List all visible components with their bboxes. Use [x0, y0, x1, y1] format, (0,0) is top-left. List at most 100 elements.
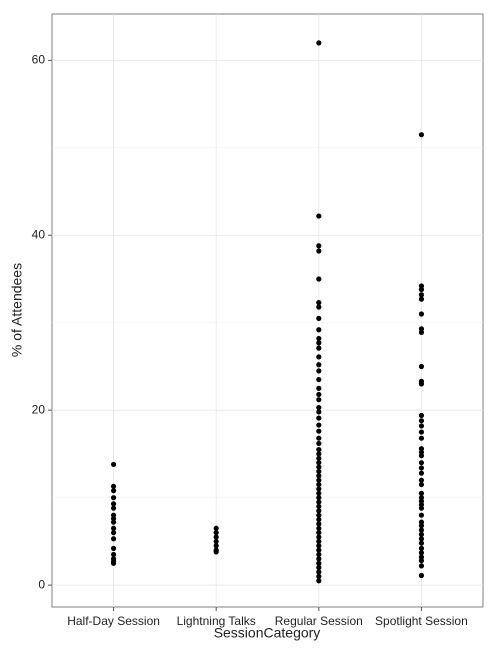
- point: [110, 483, 117, 489]
- point: [418, 545, 425, 551]
- point: [110, 525, 117, 531]
- point: [110, 530, 117, 536]
- point: [316, 499, 322, 505]
- point: [316, 525, 322, 531]
- y-tick-label: 40: [32, 227, 46, 241]
- point: [316, 521, 322, 527]
- point: [316, 490, 322, 496]
- point: [316, 460, 322, 466]
- point: [316, 468, 322, 475]
- point: [418, 329, 425, 335]
- point: [316, 547, 322, 553]
- point: [316, 213, 322, 219]
- point: [316, 327, 322, 333]
- point: [110, 495, 117, 501]
- point: [316, 40, 322, 46]
- point: [316, 415, 322, 421]
- point: [418, 460, 425, 466]
- point: [316, 516, 322, 523]
- point: [316, 362, 322, 368]
- point: [316, 530, 322, 536]
- point: [110, 545, 117, 551]
- point: [213, 525, 219, 531]
- point: [418, 481, 425, 488]
- point: [316, 243, 322, 249]
- point: [316, 335, 322, 342]
- point: [316, 477, 322, 483]
- point: [213, 530, 219, 536]
- point: [110, 519, 117, 525]
- point: [418, 363, 425, 370]
- point: [418, 563, 425, 569]
- y-tick-label: 60: [32, 53, 46, 67]
- point: [316, 481, 322, 488]
- point: [316, 573, 322, 579]
- point: [316, 512, 322, 518]
- x-tick-label: Lightning Talks: [177, 614, 256, 628]
- point: [418, 527, 425, 533]
- point: [316, 556, 322, 562]
- point: [418, 423, 425, 429]
- x-tick-label: Spotlight Session: [375, 614, 468, 628]
- point: [213, 538, 219, 545]
- point: [418, 550, 425, 556]
- point: [213, 534, 219, 540]
- point: [316, 345, 322, 351]
- point: [418, 311, 425, 317]
- point: [316, 340, 322, 346]
- point: [316, 315, 322, 321]
- point: [316, 385, 322, 391]
- point: [316, 428, 322, 434]
- point: [418, 523, 425, 529]
- point: [418, 477, 425, 483]
- point: [316, 435, 322, 441]
- point: [316, 409, 322, 415]
- y-tick-label: 20: [32, 402, 46, 416]
- point: [316, 376, 322, 383]
- point: [110, 505, 117, 511]
- point: [110, 461, 117, 468]
- point: [110, 560, 117, 566]
- point: [213, 549, 219, 555]
- point: [316, 508, 322, 514]
- point: [418, 429, 425, 435]
- point: [418, 512, 425, 518]
- point: [418, 381, 425, 387]
- y-tick-label: 0: [38, 577, 45, 591]
- point: [316, 495, 322, 501]
- point: [213, 543, 219, 549]
- point: [316, 300, 322, 306]
- point: [316, 422, 322, 428]
- point: [316, 473, 322, 479]
- x-tick-label: Regular Session: [275, 614, 363, 628]
- point: [418, 292, 425, 298]
- point: [316, 569, 322, 575]
- point: [418, 505, 425, 511]
- point: [316, 404, 322, 411]
- point: [418, 412, 425, 419]
- point: [316, 534, 322, 540]
- point: [110, 551, 117, 558]
- point: [316, 565, 322, 571]
- point: [418, 490, 425, 496]
- point: [418, 435, 425, 441]
- point: [316, 368, 322, 374]
- point: [316, 486, 322, 492]
- point: [316, 551, 322, 558]
- point: [316, 304, 322, 310]
- point: [418, 572, 425, 579]
- point: [316, 560, 322, 566]
- point: [418, 536, 425, 542]
- point: [316, 446, 322, 453]
- point: [418, 418, 425, 424]
- x-tick-label: Half-Day Session: [67, 614, 160, 628]
- point: [316, 543, 322, 549]
- point: [316, 503, 322, 510]
- point: [418, 286, 425, 293]
- point: [418, 531, 425, 538]
- point: [110, 536, 117, 542]
- point: [418, 132, 425, 138]
- point: [316, 248, 322, 254]
- point: [418, 558, 425, 564]
